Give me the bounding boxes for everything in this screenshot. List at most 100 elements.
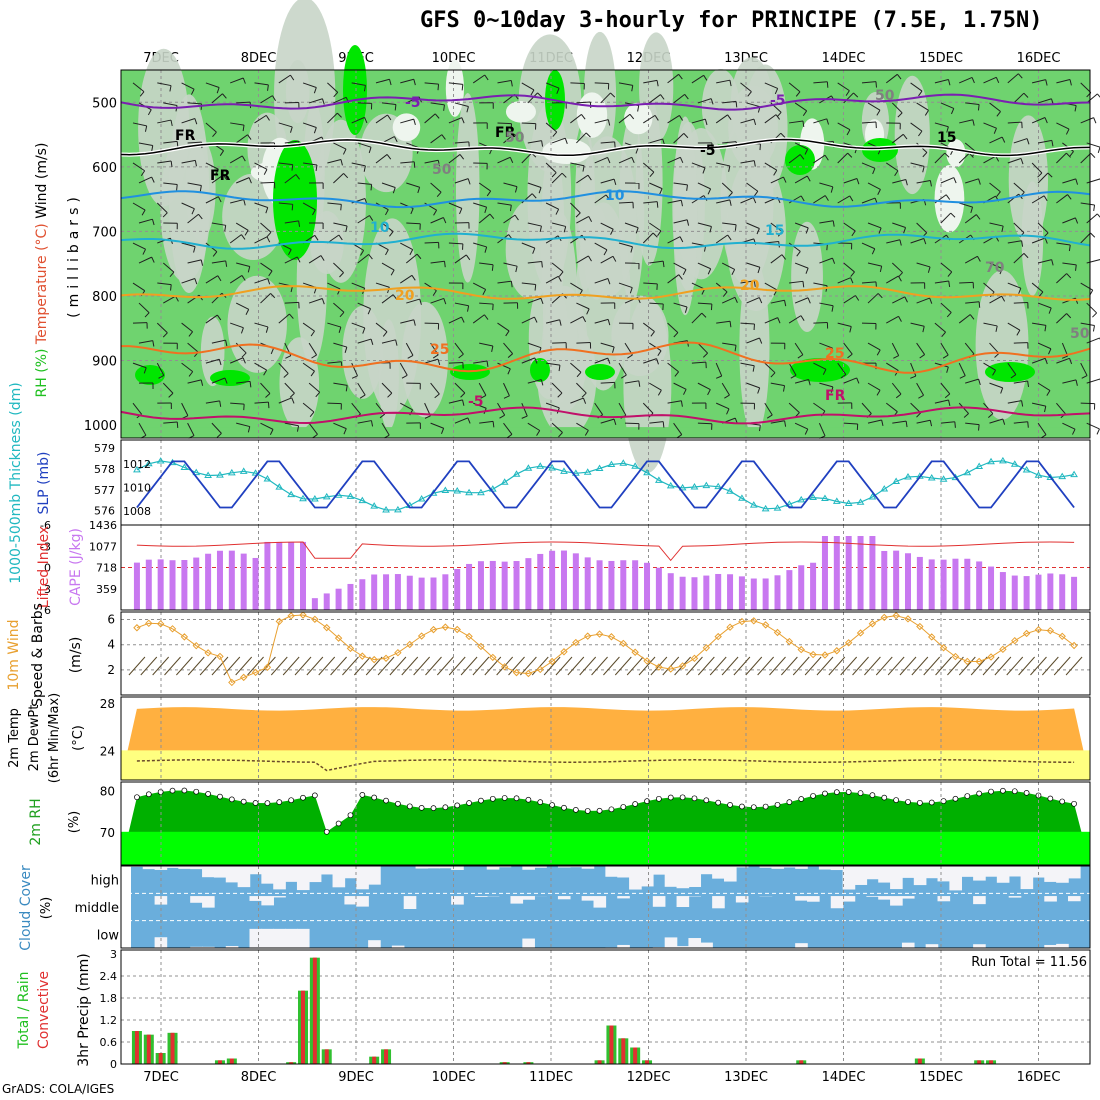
wind-barb — [716, 79, 731, 84]
stability-frame — [120, 524, 1091, 611]
wind-barb — [497, 280, 512, 284]
cape-bar — [881, 550, 888, 610]
cloud-high-clear — [605, 866, 618, 877]
wind10m-barb — [413, 656, 431, 676]
thickness-marker — [156, 457, 165, 464]
cloud-high-clear — [652, 866, 666, 875]
cape-bar — [276, 541, 283, 610]
wind-barb — [521, 242, 536, 249]
wind-barb — [308, 255, 322, 264]
wind10m-barb — [804, 656, 822, 676]
wind-barb-flag — [927, 266, 931, 273]
wind-barb-flag — [311, 354, 317, 359]
wind-barb — [254, 114, 267, 124]
wind-speed-marker — [607, 633, 616, 641]
wind-speed-marker — [180, 633, 189, 641]
wind-barb — [381, 102, 396, 105]
wind-barb — [940, 212, 952, 224]
date-label-bottom: 16DEC — [1017, 1070, 1061, 1085]
wind-barb — [430, 382, 440, 395]
wind-barb — [649, 382, 662, 391]
wind-barb-flag — [247, 266, 251, 273]
wind-barb-flag — [484, 206, 488, 213]
wind-barb-flag — [766, 414, 773, 419]
wind-barb-flag — [443, 261, 446, 268]
cloud-middle-clear — [795, 896, 808, 901]
wind-barb — [357, 338, 372, 344]
cloud-low-clear — [617, 944, 630, 948]
wind-barb — [405, 253, 418, 264]
wind-barb — [891, 342, 900, 356]
cape-bar — [157, 559, 164, 610]
wind-barb — [254, 401, 269, 404]
cloud-high-clear — [676, 866, 690, 889]
wind-barb — [1007, 73, 1019, 84]
wind-barb-flag — [152, 340, 155, 347]
wind-barb — [989, 418, 1004, 424]
wind-barb — [789, 120, 804, 124]
wind10m-barb — [377, 656, 395, 676]
cloud-middle-clear — [842, 896, 856, 902]
wind-barb-flag — [656, 358, 659, 365]
wind-barb — [132, 202, 146, 211]
rh2m-marker — [383, 797, 389, 804]
wind-barb-flag — [291, 164, 294, 171]
wind-barb — [375, 154, 388, 164]
wind-barb-flag — [673, 332, 679, 338]
wind-barb-flag — [1017, 73, 1023, 79]
rh2m-marker — [608, 806, 615, 813]
thickness-marker — [346, 492, 355, 499]
upper-ylabel-units-group: (millibars) — [66, 192, 82, 318]
wind-barb — [138, 256, 152, 264]
wind-barb-flag — [333, 92, 339, 98]
wind10m-barb — [591, 656, 608, 676]
wind-barb — [667, 156, 681, 164]
wind-barb — [521, 122, 536, 125]
wind-barb-flag — [1066, 273, 1072, 279]
wind-barb-flag — [194, 278, 198, 285]
wind-barb — [400, 402, 413, 411]
cloud-high-clear — [142, 866, 156, 870]
wind-barb — [503, 133, 515, 144]
wind10m-barb — [650, 656, 668, 676]
cape-bar — [169, 560, 176, 610]
wind-barb — [794, 262, 809, 269]
wind-barb — [424, 82, 439, 85]
wind-barb — [132, 402, 142, 415]
wind-barb-flag — [941, 331, 946, 338]
cloud-high-clear — [961, 866, 974, 877]
wind-barb-flag — [783, 176, 787, 183]
wind-barb — [503, 214, 516, 224]
wind-barb — [1080, 232, 1091, 244]
cloud-high-clear — [901, 866, 915, 878]
wind-barb — [697, 262, 711, 270]
wind-barb-flag — [649, 171, 655, 178]
rh2m-marker — [774, 801, 781, 808]
wind-speed-marker — [239, 673, 248, 682]
cloud-middle-clear — [261, 896, 274, 906]
cape-bar — [205, 553, 212, 610]
thickness-marker — [619, 459, 628, 466]
wind-barb-flag — [424, 415, 431, 419]
wind-barb — [886, 362, 899, 371]
wind-barb-flag — [686, 184, 688, 191]
wind-barb — [1062, 217, 1076, 224]
wind-barb — [1080, 152, 1092, 164]
wind-barb — [570, 162, 585, 167]
contour-label: 20 — [740, 278, 760, 294]
wind-barb-flag — [555, 208, 560, 215]
wind10m-barb — [294, 656, 312, 676]
wind10m-barb — [223, 656, 241, 676]
wind-barb-flag — [247, 134, 252, 140]
cloud-high-clear — [1044, 866, 1057, 882]
wind10m-barb — [164, 656, 181, 676]
wind-barb-flag — [674, 371, 679, 377]
precip-ylabel-convective-group: Convective — [36, 971, 52, 1049]
wind-barb — [503, 382, 510, 397]
wind-barb — [885, 73, 898, 84]
thickness-marker — [892, 477, 901, 485]
wind-barb-flag — [1027, 421, 1029, 428]
wind-barb-flag — [437, 160, 440, 167]
wind-barb — [162, 262, 175, 273]
wind-barb-flag — [267, 278, 271, 285]
